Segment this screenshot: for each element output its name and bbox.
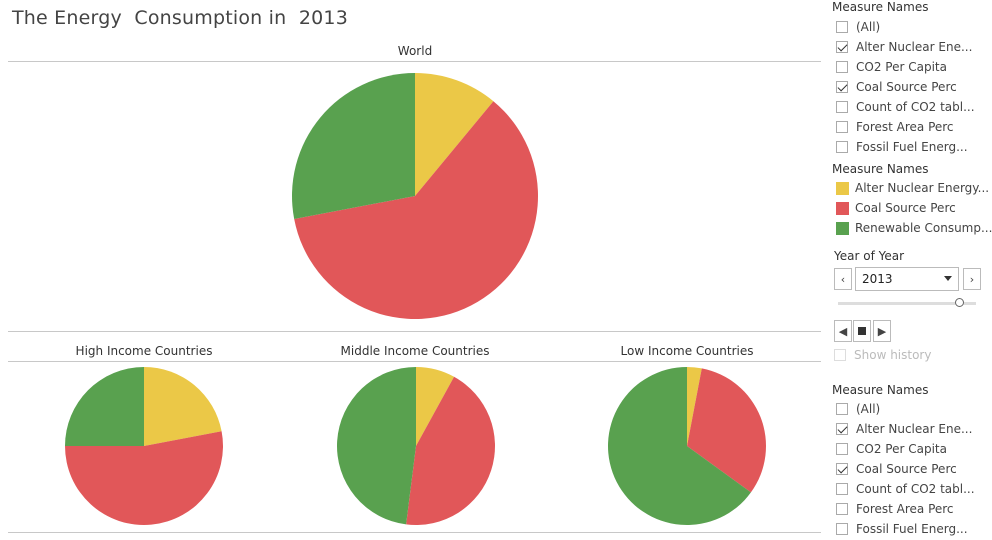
stop-icon[interactable] [853, 320, 871, 342]
pie-chart-low-income[interactable] [608, 367, 766, 525]
filter-title-bottom: Measure Names [832, 383, 929, 397]
divider [8, 361, 821, 362]
color-legend-item[interactable]: Renewable Consump... [836, 218, 992, 238]
checkbox[interactable] [836, 403, 848, 415]
checkbox[interactable] [836, 483, 848, 495]
year-slider-thumb[interactable] [955, 298, 964, 307]
color-legend-item[interactable]: Alter Nuclear Energy... [836, 178, 989, 198]
dashboard-title: The Energy Consumption in 2013 [12, 7, 349, 29]
filter-option-label: Forest Area Perc [856, 502, 954, 516]
filter-option-label: (All) [856, 402, 881, 416]
filter-option-label: Alter Nuclear Ene... [856, 40, 973, 54]
checkbox[interactable] [836, 443, 848, 455]
filter-option[interactable]: CO2 Per Capita [836, 439, 947, 459]
divider [8, 61, 821, 62]
slice-renewable[interactable] [336, 367, 416, 525]
slice-coal[interactable] [65, 431, 223, 525]
pie-title-low-income: Low Income Countries [620, 344, 754, 358]
checkbox[interactable] [836, 121, 848, 133]
slice-renewable[interactable] [608, 367, 751, 525]
filter-option-label: Count of CO2 tabl... [856, 482, 975, 496]
slice-coal[interactable] [687, 368, 766, 493]
checkbox[interactable] [836, 141, 848, 153]
checkbox[interactable] [836, 463, 848, 475]
filter-option-label: Count of CO2 tabl... [856, 100, 975, 114]
color-swatch [836, 181, 849, 195]
color-legend-label: Coal Source Perc [855, 201, 956, 215]
checkbox[interactable] [836, 423, 848, 435]
year-filter-title: Year of Year [834, 249, 905, 263]
filter-option[interactable]: Fossil Fuel Energ... [836, 137, 968, 157]
color-swatch [836, 201, 849, 215]
pie-chart-middle-income[interactable] [336, 367, 495, 525]
filter-option-label: CO2 Per Capita [856, 60, 947, 74]
filter-option-label: Coal Source Perc [856, 462, 957, 476]
year-select-value: 2013 [862, 272, 893, 286]
filter-option[interactable]: Alter Nuclear Ene... [836, 419, 972, 439]
chevron-down-icon [944, 276, 952, 281]
slice-renewable[interactable] [292, 73, 415, 220]
chevron-left-icon[interactable]: ‹ [834, 268, 852, 290]
checkbox[interactable] [836, 41, 848, 53]
filter-option[interactable]: Forest Area Perc [836, 499, 954, 519]
filter-option[interactable]: Coal Source Perc [836, 459, 957, 479]
filter-option[interactable]: Count of CO2 tabl... [836, 479, 975, 499]
slice-coal[interactable] [294, 101, 538, 319]
color-swatch [836, 221, 849, 235]
step-back-icon[interactable]: ◀ [834, 320, 852, 342]
filter-option-label: Fossil Fuel Energ... [856, 140, 968, 154]
pie-title-middle-income: Middle Income Countries [340, 344, 490, 358]
pie-chart-world[interactable] [292, 73, 538, 319]
pie-title-high-income: High Income Countries [75, 344, 213, 358]
year-slider-track[interactable] [838, 302, 976, 305]
divider [8, 331, 821, 332]
filter-option-label: Fossil Fuel Energ... [856, 522, 968, 536]
filter-option[interactable]: Alter Nuclear Ene... [836, 37, 972, 57]
checkbox[interactable] [836, 503, 848, 515]
filter-option[interactable]: Coal Source Perc [836, 77, 957, 97]
filter-option-label: Alter Nuclear Ene... [856, 422, 973, 436]
checkbox[interactable] [836, 523, 848, 535]
filter-title-top: Measure Names [832, 0, 929, 14]
year-select[interactable]: 2013 [855, 267, 959, 291]
color-legend-label: Alter Nuclear Energy... [855, 181, 990, 195]
pie-title-world: World [397, 44, 433, 58]
slice-alter-nuclear[interactable] [144, 367, 222, 446]
chevron-right-icon[interactable]: › [963, 268, 981, 290]
checkbox[interactable] [836, 81, 848, 93]
slice-alter-nuclear[interactable] [416, 367, 455, 446]
slice-coal[interactable] [406, 376, 495, 525]
filter-option[interactable]: (All) [836, 399, 880, 419]
filter-option-label: (All) [856, 20, 881, 34]
color-legend-item[interactable]: Coal Source Perc [836, 198, 956, 218]
filter-option[interactable]: Count of CO2 tabl... [836, 97, 975, 117]
filter-option[interactable]: (All) [836, 17, 880, 37]
filter-option-label: Forest Area Perc [856, 120, 954, 134]
slice-alter-nuclear[interactable] [415, 73, 494, 196]
show-history-toggle[interactable]: Show history [834, 345, 931, 365]
checkbox[interactable] [836, 61, 848, 73]
filter-option-label: Coal Source Perc [856, 80, 957, 94]
filter-option[interactable]: CO2 Per Capita [836, 57, 947, 77]
show-history-label: Show history [854, 348, 932, 362]
pie-chart-high-income[interactable] [65, 367, 223, 525]
slice-alter-nuclear[interactable] [687, 367, 702, 446]
filter-option[interactable]: Fossil Fuel Energ... [836, 519, 968, 539]
filter-option[interactable]: Forest Area Perc [836, 117, 954, 137]
play-icon[interactable]: ▶ [873, 320, 891, 342]
checkbox[interactable] [836, 101, 848, 113]
color-legend-title: Measure Names [832, 162, 929, 176]
divider [8, 532, 821, 533]
checkbox[interactable] [836, 21, 848, 33]
color-legend-label: Renewable Consump... [855, 221, 992, 235]
slice-renewable[interactable] [65, 367, 144, 446]
show-history-checkbox[interactable] [834, 349, 846, 361]
filter-option-label: CO2 Per Capita [856, 442, 947, 456]
